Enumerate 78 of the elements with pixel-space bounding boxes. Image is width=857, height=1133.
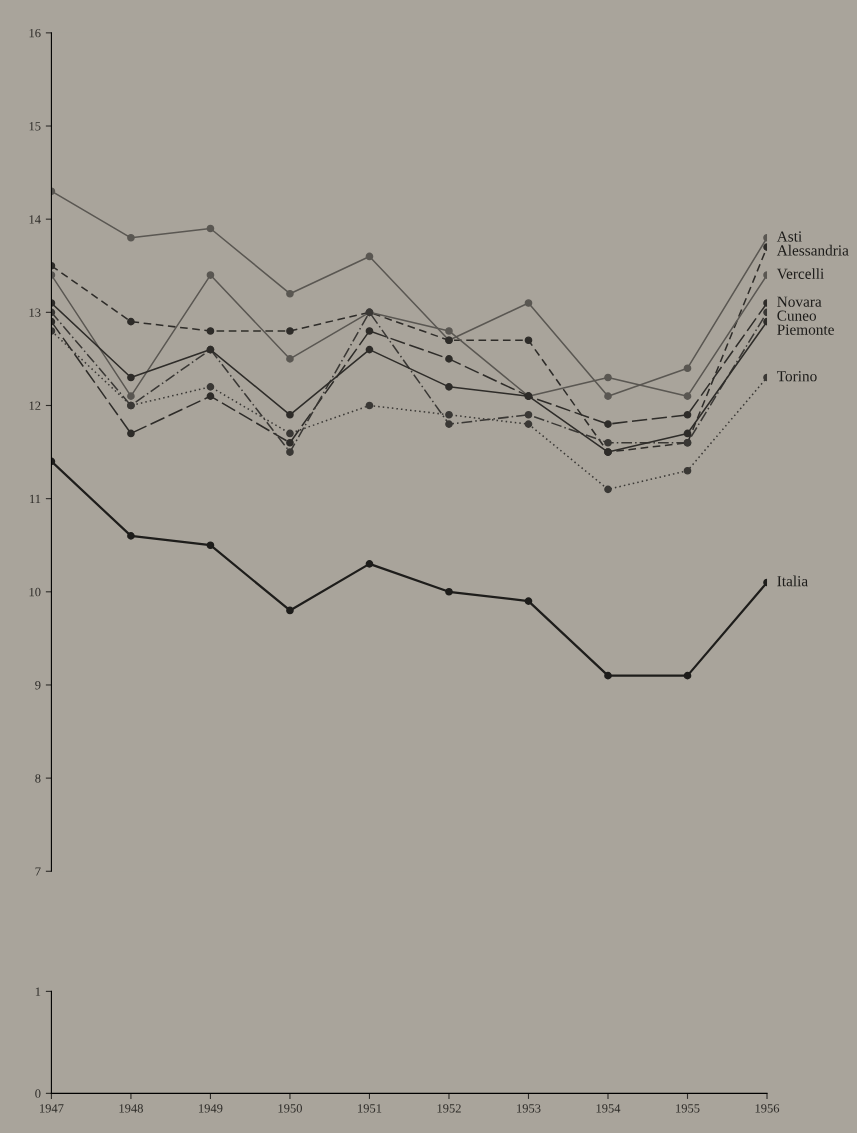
point [524,410,533,419]
x-tick-label: 1956 [755,1104,780,1113]
point [286,606,294,615]
y-tick-label: 14 [29,215,41,224]
y-tick-label: 11 [30,494,41,503]
point [206,327,215,335]
point [445,587,453,596]
x-tick-label: 1952 [437,1104,461,1113]
y-tick-label: 0 [35,1089,41,1098]
point [206,224,215,233]
point [604,420,612,428]
x-tick-label: 1954 [596,1104,621,1113]
series-label: Alessandria [776,244,849,256]
y-tick-label: 12 [29,401,41,410]
x-tick-label: 1951 [358,1104,382,1113]
point [127,373,135,382]
x-tick-label: 1950 [278,1104,302,1113]
y-tick-label: 8 [35,774,41,783]
y-tick-label: 13 [29,308,41,317]
point [683,364,692,373]
point [524,597,533,605]
point [365,345,374,354]
y-tick-label: 9 [35,681,41,690]
point [206,383,215,391]
x-tick-label: 1949 [199,1104,223,1113]
point [206,392,215,400]
y-tick-label: 1 [35,987,41,996]
series-label: Piemonte [777,324,834,335]
series-label: Cuneo [777,310,817,321]
point [604,485,612,494]
point [365,560,374,568]
point [127,532,135,540]
point [365,327,374,335]
point [286,438,294,447]
point [127,429,135,438]
point [127,317,135,326]
point [286,410,294,419]
point [683,392,692,400]
point [365,252,374,261]
point [604,373,612,382]
point [604,392,612,400]
point [286,327,294,335]
point [365,401,374,410]
series-label: Novara [777,296,822,307]
x-tick-label: 1947 [40,1104,64,1113]
x-tick-label: 1953 [517,1104,541,1113]
point [445,410,453,419]
x-tick-label: 1955 [676,1104,700,1113]
series-label: Italia [777,575,808,587]
point [206,271,215,279]
point [604,671,612,680]
point [286,429,294,438]
point [286,289,294,298]
y-tick-label: 16 [29,28,41,38]
point [127,233,135,242]
point [604,438,612,447]
x-tick-label: 1948 [119,1104,143,1113]
point [286,355,294,363]
point [286,448,294,456]
y-tick-label: 15 [29,122,41,131]
point [445,420,453,428]
point [683,466,692,475]
point [683,410,692,419]
series-label: Torino [777,371,817,382]
point [445,355,453,363]
y-tick-label: 7 [35,867,41,876]
point [524,299,533,307]
point [683,671,692,680]
series-label: Asti [776,231,802,242]
point [127,392,135,400]
y-tick-label: 10 [29,587,41,597]
series-label: Vercelli [776,268,824,279]
point [524,336,533,345]
point [683,429,692,438]
point [445,383,453,391]
point [206,541,215,550]
point [445,327,453,335]
point [524,420,533,428]
